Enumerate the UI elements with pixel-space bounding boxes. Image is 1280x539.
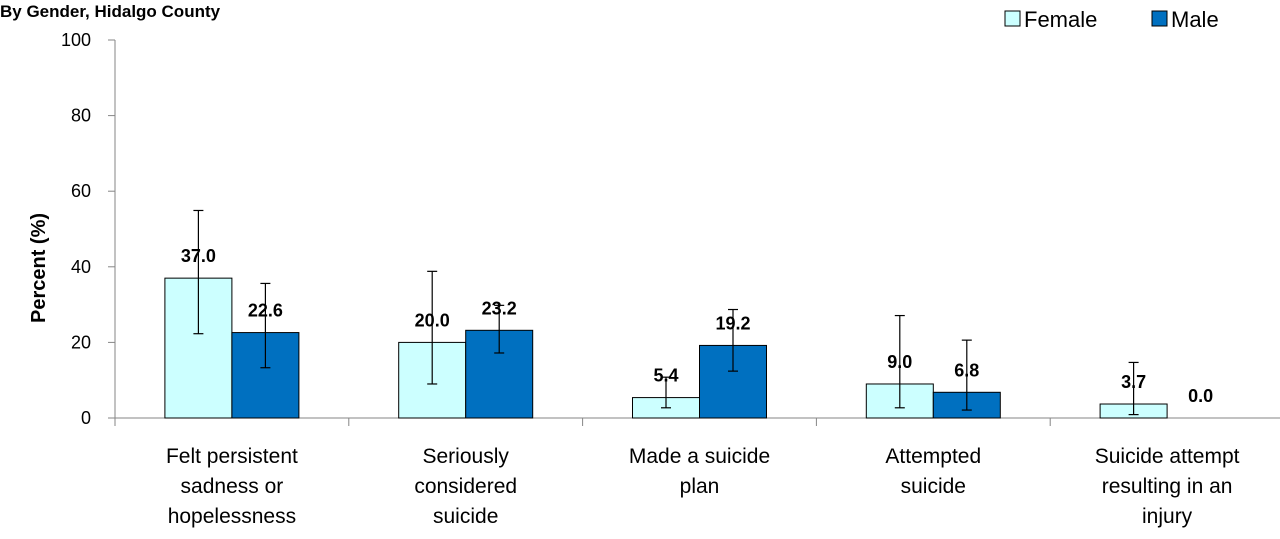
legend-swatch-female [1004,10,1021,27]
data-label: 23.2 [482,298,517,318]
x-category-label: Seriously considered suicide [414,445,517,528]
legend-label-female: Female [1024,7,1097,32]
y-tick-label: 80 [71,106,91,126]
legend-swatch-male [1151,10,1168,27]
y-tick-label: 100 [61,30,91,50]
y-tick-label: 40 [71,257,91,277]
y-axis-label: Percent (%) [28,213,50,323]
legend-label-male: Male [1171,7,1219,32]
data-label: 37.0 [181,246,216,266]
x-category-label: Made a suicide plan [629,445,770,498]
x-category-label: Attempted suicide [885,445,981,498]
x-category-label: Suicide attempt resulting in an injury [1095,445,1240,528]
y-tick-label: 20 [71,332,91,352]
data-label: 19.2 [715,313,750,333]
x-category-label: Felt persistent sadness or hopelessness [166,445,298,528]
data-label: 22.6 [248,301,283,321]
data-label: 6.8 [954,360,979,380]
chart-subtitle: By Gender, Hidalgo County [0,2,221,21]
data-label: 20.0 [415,310,450,330]
y-tick-label: 0 [81,408,91,428]
data-labels: 37.0 22.6 20.0 23.2 5.4 19.2 9.0 6.8 3.7 0.0 [181,246,1213,406]
data-label: 9.0 [887,352,912,372]
axes: 0 20 40 60 80 100 Felt persistent sadness or hop… [61,30,1280,528]
data-label: 3.7 [1121,372,1146,392]
legend: Female Male [1004,7,1219,32]
data-label: 5.4 [653,366,678,386]
data-label: 0.0 [1188,386,1213,406]
bars [164,209,1168,419]
y-tick-label: 60 [71,181,91,201]
